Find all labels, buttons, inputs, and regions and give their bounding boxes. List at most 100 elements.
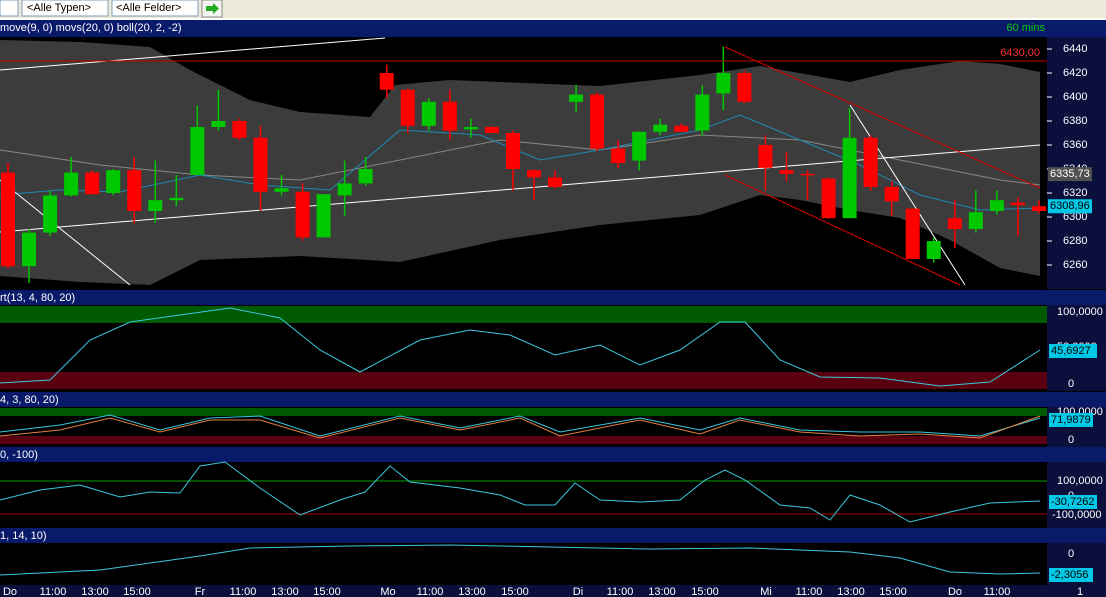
indicator-title: rt(13, 4, 80, 20) (0, 292, 75, 304)
time-label: 11:00 (40, 586, 67, 597)
value-badge (1049, 495, 1097, 509)
candle-body (190, 127, 205, 175)
candle-body (653, 124, 668, 132)
candle-body (379, 73, 394, 90)
panel-header (0, 20, 1106, 37)
time-label: Mo (380, 586, 395, 597)
axis-label: 100,0000 (1057, 306, 1103, 318)
dropdown[interactable] (0, 0, 19, 17)
bollinger-band (0, 40, 1040, 285)
trendline (0, 37, 386, 71)
panel-header (0, 290, 1106, 305)
time-label: 13:00 (837, 586, 865, 597)
candle-body (842, 137, 857, 219)
candle-body (737, 73, 752, 102)
y-tick-label: 6320 (1063, 187, 1087, 199)
toolbar (0, 0, 1106, 18)
candle-body (926, 241, 941, 259)
candle-body (22, 232, 37, 267)
moving-average-fast (0, 114, 1041, 211)
field-dropdown[interactable] (111, 0, 199, 17)
time-label: 15:00 (501, 586, 529, 597)
candle-body (548, 177, 563, 187)
candle-body (232, 121, 247, 138)
candle-body (400, 89, 415, 126)
moving-average (0, 134, 1041, 186)
interval: 60 mins (1006, 22, 1045, 34)
y-tick-label: 6360 (1063, 139, 1087, 151)
time-label: 11:00 (230, 586, 257, 597)
trendline (849, 104, 966, 286)
candle-body (527, 170, 541, 178)
channel-line (724, 174, 961, 286)
oversold-zone (0, 372, 1047, 389)
indicator-line (0, 544, 1041, 576)
candle-body (211, 121, 226, 127)
indicator-title: 4, 3, 80, 20) (0, 394, 59, 406)
price-line-label: 6430,00 (1000, 47, 1040, 59)
candle-body (800, 173, 815, 176)
time-label: 11:00 (796, 586, 823, 597)
type-dropdown[interactable] (21, 0, 109, 17)
last-value-badge (1048, 167, 1092, 182)
current-value: -30,7262 (1051, 496, 1094, 508)
overbought-zone (0, 408, 1047, 416)
candle-body (148, 200, 163, 211)
candle-body (590, 94, 605, 149)
candle-body (421, 101, 436, 126)
candle-body (505, 133, 520, 169)
time-label: 15:00 (691, 586, 719, 597)
time-label: Mi (760, 586, 772, 597)
last-value-badge (1048, 199, 1092, 214)
y-tick-label: 6440 (1063, 43, 1087, 55)
candle-body (863, 137, 878, 187)
value-badge (1049, 344, 1097, 358)
time-label: Di (573, 586, 583, 597)
time-label: 13:00 (458, 586, 486, 597)
oversold-zone (0, 436, 1047, 444)
time-label: 15:00 (123, 586, 151, 597)
candle-body (106, 170, 121, 193)
time-label: 15:00 (313, 586, 341, 597)
y-tick-label: 6260 (1063, 259, 1087, 271)
candle-body (85, 172, 100, 195)
candle-body (989, 200, 1004, 211)
value-badge (1049, 568, 1093, 582)
candle-body (905, 208, 920, 259)
candle-body (64, 172, 79, 196)
indicator-line (0, 461, 1041, 523)
candle-body (1010, 202, 1025, 205)
channel-line (724, 46, 1041, 189)
indicator-title: 1, 14, 10) (0, 530, 46, 542)
time-label: 11:00 (984, 586, 1011, 597)
time-label: 11:00 (417, 586, 444, 597)
time-label: Do (3, 586, 17, 597)
time-label: 15:00 (879, 586, 907, 597)
candle-body (442, 101, 457, 131)
type-filter: <Alle Typen> (27, 2, 91, 14)
candle-body (674, 125, 689, 132)
panel-header (0, 447, 1106, 462)
y-tick-label: 6280 (1063, 235, 1087, 247)
y-tick-label: 6300 (1063, 211, 1087, 223)
axis-label: 0 (1068, 378, 1074, 390)
candle-body (884, 187, 899, 202)
price-axis (1047, 37, 1106, 289)
candle-body (316, 194, 331, 238)
time-label: Do (948, 586, 962, 597)
panel-header (0, 392, 1106, 407)
candle-body (169, 197, 184, 201)
candle-body (43, 195, 58, 233)
y-tick-label: 6400 (1063, 91, 1087, 103)
candle-body (779, 170, 794, 174)
axis-label: 100,0000 (1057, 475, 1103, 487)
candle-body (611, 148, 626, 163)
candle-body (358, 169, 373, 184)
overbought-zone (0, 306, 1047, 323)
y-tick-label: 6380 (1063, 115, 1087, 127)
candle-body (569, 94, 584, 102)
time-label: 13:00 (271, 586, 299, 597)
candle-body (1031, 206, 1046, 211)
